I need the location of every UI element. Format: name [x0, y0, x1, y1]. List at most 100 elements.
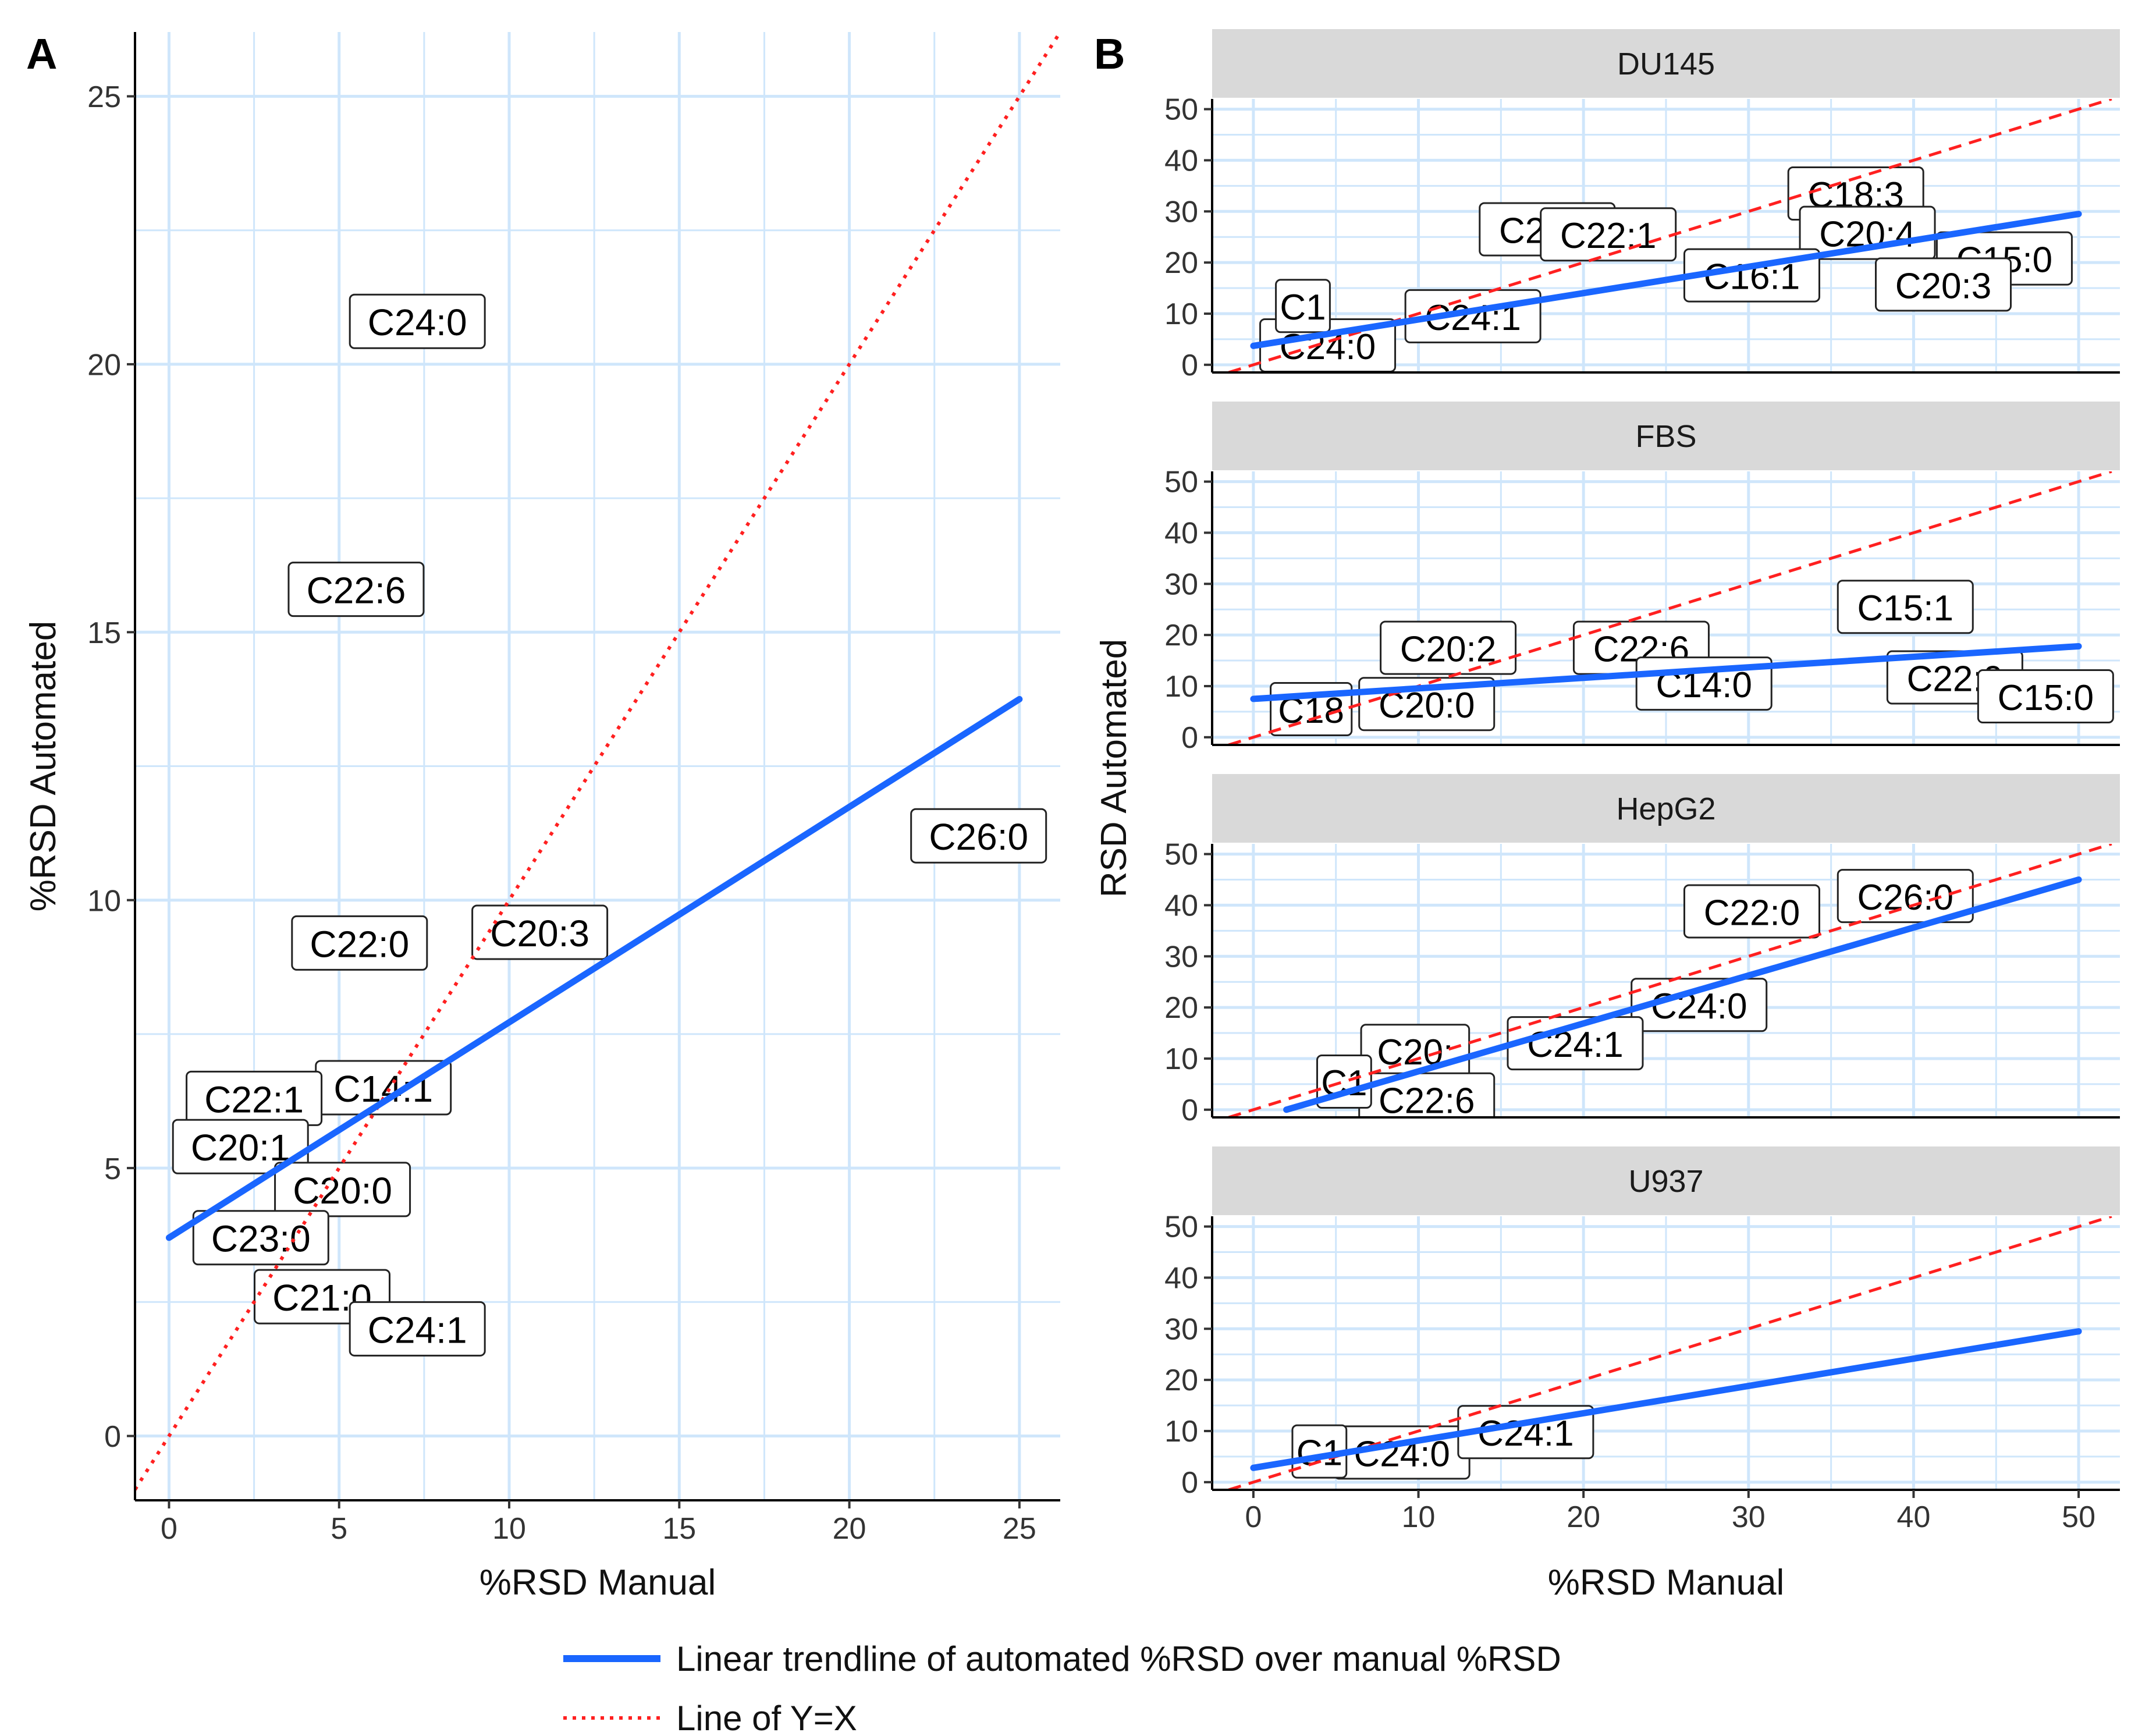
y-tick-label: 20 [1164, 619, 1198, 652]
label-box [274, 1162, 411, 1217]
x-tick-label: 30 [1732, 1500, 1766, 1534]
label-text: C22:6 [307, 570, 406, 612]
label-box [1683, 884, 1820, 939]
label-text: C20:0 [293, 1170, 392, 1212]
facet-strip [1212, 402, 2120, 470]
x-axis-title: %RSD Manual [479, 1563, 716, 1603]
lines [1228, 1216, 2112, 1490]
axes: 0 10 20 30 40 50 [1164, 466, 2120, 755]
point-label-c22-1: C22:1 [186, 1070, 323, 1126]
x-tick-label: 20 [833, 1512, 866, 1546]
label-text: C23:0 [211, 1218, 311, 1260]
x-tick-label: 40 [1897, 1500, 1931, 1534]
y-tick-label: 10 [1164, 670, 1198, 704]
y-tick-label: 40 [1164, 889, 1198, 922]
y-tick-label: 50 [1164, 466, 1198, 499]
trendline [1283, 876, 2082, 1113]
point-label-c20-4: C20:4 [1799, 205, 1936, 260]
legend-trendline-label: Linear trendline of automated %RSD over … [676, 1639, 1561, 1678]
label-box [287, 562, 425, 617]
label-box [1837, 869, 1974, 924]
labels: C23:0C22:1C18:3C20:4C15:0C16:1C20:3C24:1… [1259, 166, 2073, 372]
y-tick-label: 10 [87, 884, 121, 918]
y-axis-title: RSD Automated [1094, 639, 1134, 898]
grid [1212, 1216, 2120, 1490]
point-label-c22-1: C22:1 [1540, 207, 1677, 262]
axes: 0 10 20 30 40 50 [1164, 838, 2120, 1127]
label-text: C20:2 [1400, 629, 1496, 669]
label-box [291, 915, 428, 971]
identity-line [1228, 1216, 2112, 1490]
axes: 0 5 10 15 20 25 0 5 10 15 20 25 [87, 32, 1060, 1546]
label-text: C15:0 [1998, 678, 2094, 718]
x-tick-label: 0 [1245, 1500, 1262, 1534]
y-tick-label: 50 [1164, 93, 1198, 127]
y-tick-label: 0 [1181, 1094, 1198, 1127]
label-box [1275, 279, 1331, 333]
label-text: C20:3 [490, 913, 589, 954]
facet-strip [1212, 29, 2120, 98]
y-tick-label: 20 [1164, 991, 1198, 1025]
label-box [349, 1301, 486, 1357]
point-label-c24-1: C24:1 [1507, 1016, 1644, 1071]
label-text: C22:1 [1560, 216, 1656, 256]
y-axis-title: %RSD Automated [23, 621, 63, 912]
y-tick-label: 20 [1164, 1364, 1198, 1397]
x-axis-title: %RSD Manual [1548, 1563, 1785, 1603]
facet-title: FBS [1635, 419, 1696, 454]
x-tick-label: 10 [492, 1512, 526, 1546]
x-tick-label: 50 [2062, 1500, 2095, 1534]
identity-line [1228, 844, 2112, 1117]
label-box [1631, 978, 1768, 1032]
label-text: C24:1 [368, 1309, 467, 1351]
point-label-c20-3: C20:3 [1875, 257, 2012, 312]
trendline [1250, 1328, 2082, 1471]
x-tick-label: 15 [662, 1512, 696, 1546]
y-tick-label: 0 [1181, 1466, 1198, 1500]
y-tick-label: 0 [1181, 721, 1198, 755]
lines [1228, 99, 2112, 372]
y-tick-label: 40 [1164, 1261, 1198, 1295]
facet-title: DU145 [1617, 47, 1715, 81]
lines [1228, 844, 2112, 1117]
y-tick-label: 30 [1164, 567, 1198, 601]
panel-b: DU145 C23:0C22:1C18:3C20:4C15:0C16:1C20:3… [1094, 29, 2120, 1603]
y-tick-label: 20 [1164, 246, 1198, 280]
point-label-c22-0: C22:0 [291, 915, 428, 971]
label-box [192, 1210, 329, 1266]
point-label-c23-0: C23:0 [192, 1210, 329, 1266]
label-text: C15:1 [1857, 588, 1953, 629]
identity-line [1228, 471, 2112, 745]
y-tick-label: 15 [87, 616, 121, 650]
point-label-c20-2: C20:2 [1380, 620, 1517, 675]
y-tick-label: 50 [1164, 838, 1198, 872]
point-label-c20-3: C20:3 [471, 904, 609, 960]
y-tick-label: 30 [1164, 1312, 1198, 1346]
facet-strip [1212, 774, 2120, 843]
y-tick-label: 10 [1164, 1415, 1198, 1449]
label-text: C24:0 [368, 301, 467, 343]
trendline [165, 695, 1023, 1241]
trendline [1250, 642, 2082, 702]
x-tick-label: 5 [331, 1512, 347, 1546]
panel-letter-a: A [26, 30, 57, 78]
label-box [1875, 257, 2012, 312]
y-tick-label: 40 [1164, 516, 1198, 550]
facet-title: U937 [1628, 1164, 1703, 1199]
label-text: C22:0 [310, 923, 409, 965]
legend-identity-label: Line of Y=X [676, 1699, 857, 1736]
label-text: C20:3 [1895, 266, 1991, 306]
x-tick-label: 25 [1003, 1512, 1036, 1546]
x-tick-label: 0 [161, 1512, 177, 1546]
label-box [349, 293, 486, 349]
label-box [471, 904, 609, 960]
facet-strip [1212, 1146, 2120, 1215]
x-tick-label: 20 [1567, 1500, 1600, 1534]
point-label-c22-6: C22:6 [1358, 1072, 1496, 1117]
